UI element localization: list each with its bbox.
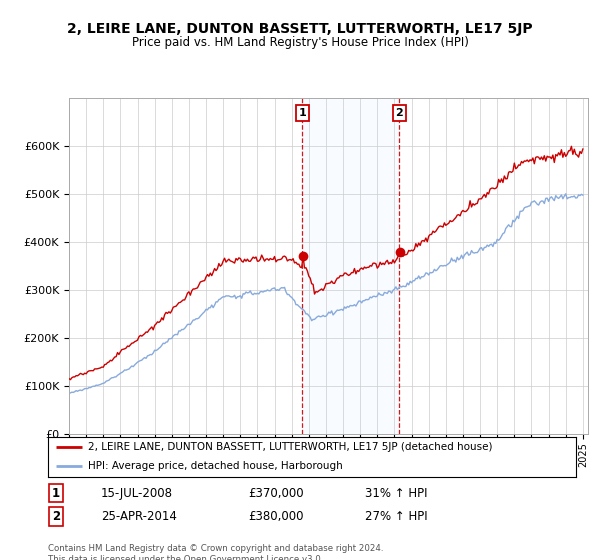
Text: £370,000: £370,000 bbox=[248, 487, 304, 500]
Text: 27% ↑ HPI: 27% ↑ HPI bbox=[365, 510, 427, 524]
Text: 15-JUL-2008: 15-JUL-2008 bbox=[101, 487, 173, 500]
Text: 1: 1 bbox=[52, 487, 60, 500]
Text: Contains HM Land Registry data © Crown copyright and database right 2024.
This d: Contains HM Land Registry data © Crown c… bbox=[48, 544, 383, 560]
Text: HPI: Average price, detached house, Harborough: HPI: Average price, detached house, Harb… bbox=[88, 461, 343, 471]
Text: 2: 2 bbox=[395, 108, 403, 118]
Text: 2: 2 bbox=[52, 510, 60, 524]
Text: 2, LEIRE LANE, DUNTON BASSETT, LUTTERWORTH, LE17 5JP: 2, LEIRE LANE, DUNTON BASSETT, LUTTERWOR… bbox=[67, 22, 533, 36]
Text: 25-APR-2014: 25-APR-2014 bbox=[101, 510, 176, 524]
Text: 1: 1 bbox=[299, 108, 306, 118]
Text: 2, LEIRE LANE, DUNTON BASSETT, LUTTERWORTH, LE17 5JP (detached house): 2, LEIRE LANE, DUNTON BASSETT, LUTTERWOR… bbox=[88, 442, 492, 452]
Text: Price paid vs. HM Land Registry's House Price Index (HPI): Price paid vs. HM Land Registry's House … bbox=[131, 36, 469, 49]
Bar bbox=[302, 98, 400, 434]
Text: £380,000: £380,000 bbox=[248, 510, 304, 524]
Text: 31% ↑ HPI: 31% ↑ HPI bbox=[365, 487, 427, 500]
